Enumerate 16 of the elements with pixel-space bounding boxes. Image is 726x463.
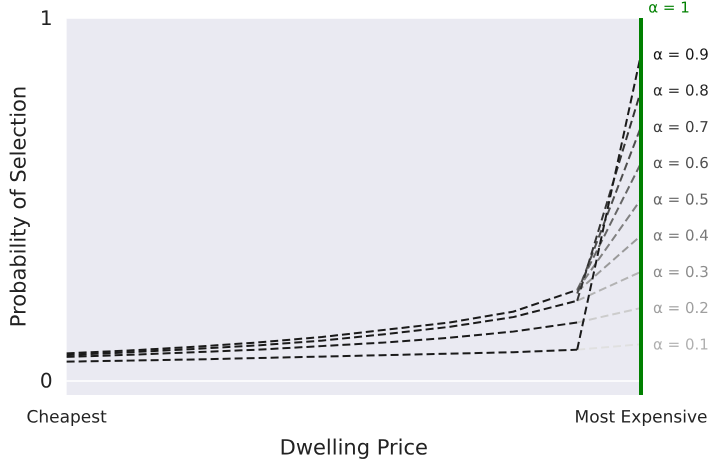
x-tick-label: Cheapest (26, 408, 108, 428)
series-label: α = 0.2 (653, 299, 709, 317)
series-label: α = 0.1 (653, 335, 709, 354)
y-tick-label: 0 (40, 368, 53, 392)
x-axis-title: Dwelling Price (280, 436, 428, 460)
ref-line-label: α = 1 (648, 0, 690, 16)
series-label: α = 0.3 (653, 262, 709, 281)
x-tick-label: Most Expensive (574, 408, 708, 428)
series-label: α = 0.7 (653, 118, 709, 136)
series-label: α = 0.5 (653, 190, 709, 208)
y-axis-title: Probability of Selection (6, 86, 30, 328)
series-label: α = 0.8 (653, 82, 709, 100)
series-label: α = 0.9 (653, 45, 709, 64)
series-label: α = 0.6 (653, 154, 709, 172)
series-label: α = 0.4 (653, 226, 709, 244)
y-tick-label: 1 (40, 6, 53, 30)
